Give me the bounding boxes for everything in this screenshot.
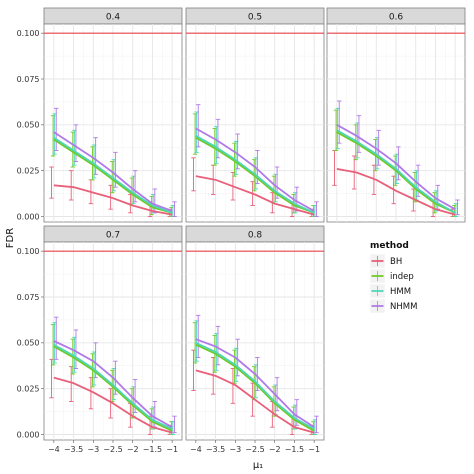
y-tick-label: 0.050	[17, 121, 40, 130]
legend-label: BH	[390, 257, 402, 267]
legend-item: indep	[369, 268, 414, 284]
series-line	[195, 175, 315, 216]
series-line	[195, 127, 315, 212]
facet-label: 0.5	[248, 13, 262, 23]
x-tick-label: −3.5	[206, 445, 225, 454]
x-axis-title: μ₁	[253, 460, 263, 471]
series-line	[195, 135, 315, 214]
series-line	[53, 138, 173, 214]
y-axis-title: FDR	[5, 228, 16, 248]
series-line	[53, 131, 173, 212]
series-line	[53, 340, 173, 428]
series-line	[195, 369, 315, 434]
legend-item: HMM	[369, 283, 411, 299]
series-line	[53, 184, 173, 216]
x-tick-label: −1.5	[285, 445, 304, 454]
y-tick-label: 0.075	[17, 75, 40, 84]
y-tick-label: 0.050	[17, 339, 40, 348]
x-tick-label: −3.5	[64, 445, 83, 454]
series-line	[336, 129, 456, 214]
x-tick-label: −2	[127, 445, 139, 454]
series-line	[195, 136, 315, 214]
series-line	[195, 343, 315, 432]
facet-panels: 0.4 0.000 0.025 0.050 0.075 0.100 0.5 0.6 0.7 0.0…	[17, 7, 466, 454]
x-tick-label: −2	[269, 445, 281, 454]
facet-panel: 0.5	[185, 7, 325, 223]
legend-label: NHMM	[390, 302, 417, 312]
series-line	[336, 167, 456, 216]
x-tick-label: −3	[87, 445, 99, 454]
legend-item: BH	[369, 253, 402, 269]
x-tick-label: −4	[48, 445, 60, 454]
facet-panel: 0.4 0.000 0.025 0.050 0.075 0.100	[17, 7, 183, 223]
legend-label: indep	[390, 272, 414, 282]
series-line	[195, 342, 315, 430]
legend: method BH indep HMM NHMM	[369, 241, 417, 314]
x-tick-label: −4	[190, 445, 202, 454]
series-line	[53, 345, 173, 432]
y-tick-label: 0.025	[17, 166, 40, 175]
x-tick-label: −3	[229, 445, 241, 454]
facet-label: 0.6	[389, 13, 404, 23]
x-tick-label: −2.5	[103, 445, 122, 454]
y-tick-label: 0.100	[17, 247, 40, 256]
x-tick-label: −1.5	[143, 445, 162, 454]
facet-label: 0.7	[106, 231, 120, 241]
y-tick-label: 0.000	[17, 212, 40, 221]
series-line	[336, 131, 456, 214]
facet-panel: 0.7 0.000 0.025 0.050 0.075 0.100 −4 −3.5 −3 −2.5…	[17, 225, 183, 454]
y-tick-label: 0.025	[17, 384, 40, 393]
legend-label: HMM	[390, 287, 411, 297]
facet-label: 0.4	[106, 13, 121, 23]
facet-panel: 0.8 −4 −3.5 −3 −2.5 −2 −1.5 −1	[185, 225, 325, 454]
y-tick-label: 0.075	[17, 293, 40, 302]
facet-label: 0.8	[248, 231, 263, 241]
facet-panel: 0.6	[326, 7, 466, 223]
y-tick-label: 0.000	[17, 430, 40, 439]
legend-item: NHMM	[369, 298, 417, 314]
series-line	[53, 136, 173, 214]
legend-title: method	[370, 241, 409, 251]
x-tick-label: −1	[166, 445, 178, 454]
series-line	[53, 343, 173, 430]
x-tick-label: −1	[308, 445, 320, 454]
series-line	[195, 338, 315, 428]
y-tick-label: 0.100	[17, 29, 40, 38]
series-line	[53, 376, 173, 434]
series-line	[336, 124, 456, 210]
x-tick-label: −2.5	[245, 445, 264, 454]
